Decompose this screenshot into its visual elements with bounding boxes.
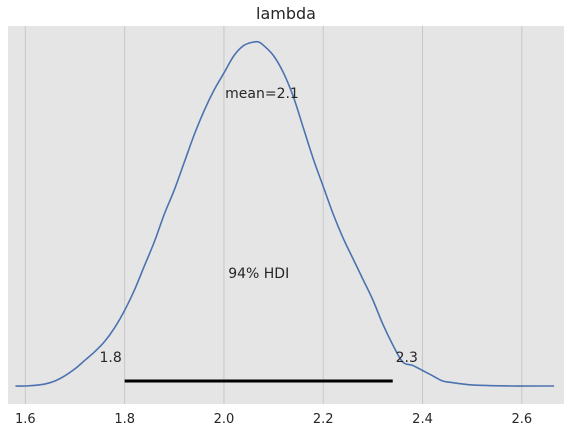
x-tick-label: 2.6	[511, 412, 532, 427]
hdi-high-label: 2.3	[396, 350, 418, 366]
plot-background	[8, 26, 564, 404]
mean-label: mean=2.1	[225, 86, 299, 102]
x-tick-label: 2.2	[313, 412, 334, 427]
x-gridlines	[24, 26, 523, 404]
x-tick-label: 2.4	[412, 412, 433, 427]
chart-title: lambda	[256, 4, 316, 23]
x-axis-ticks: 1.6 1.8 2.0 2.2 2.4 2.6	[15, 412, 532, 427]
x-tick-label: 1.6	[15, 412, 36, 427]
hdi-label: 94% HDI	[228, 266, 289, 282]
hdi-low-label: 1.8	[100, 350, 122, 366]
density-curve	[15, 40, 555, 387]
x-tick-label: 2.0	[214, 412, 235, 427]
x-tick-label: 1.8	[114, 412, 135, 427]
